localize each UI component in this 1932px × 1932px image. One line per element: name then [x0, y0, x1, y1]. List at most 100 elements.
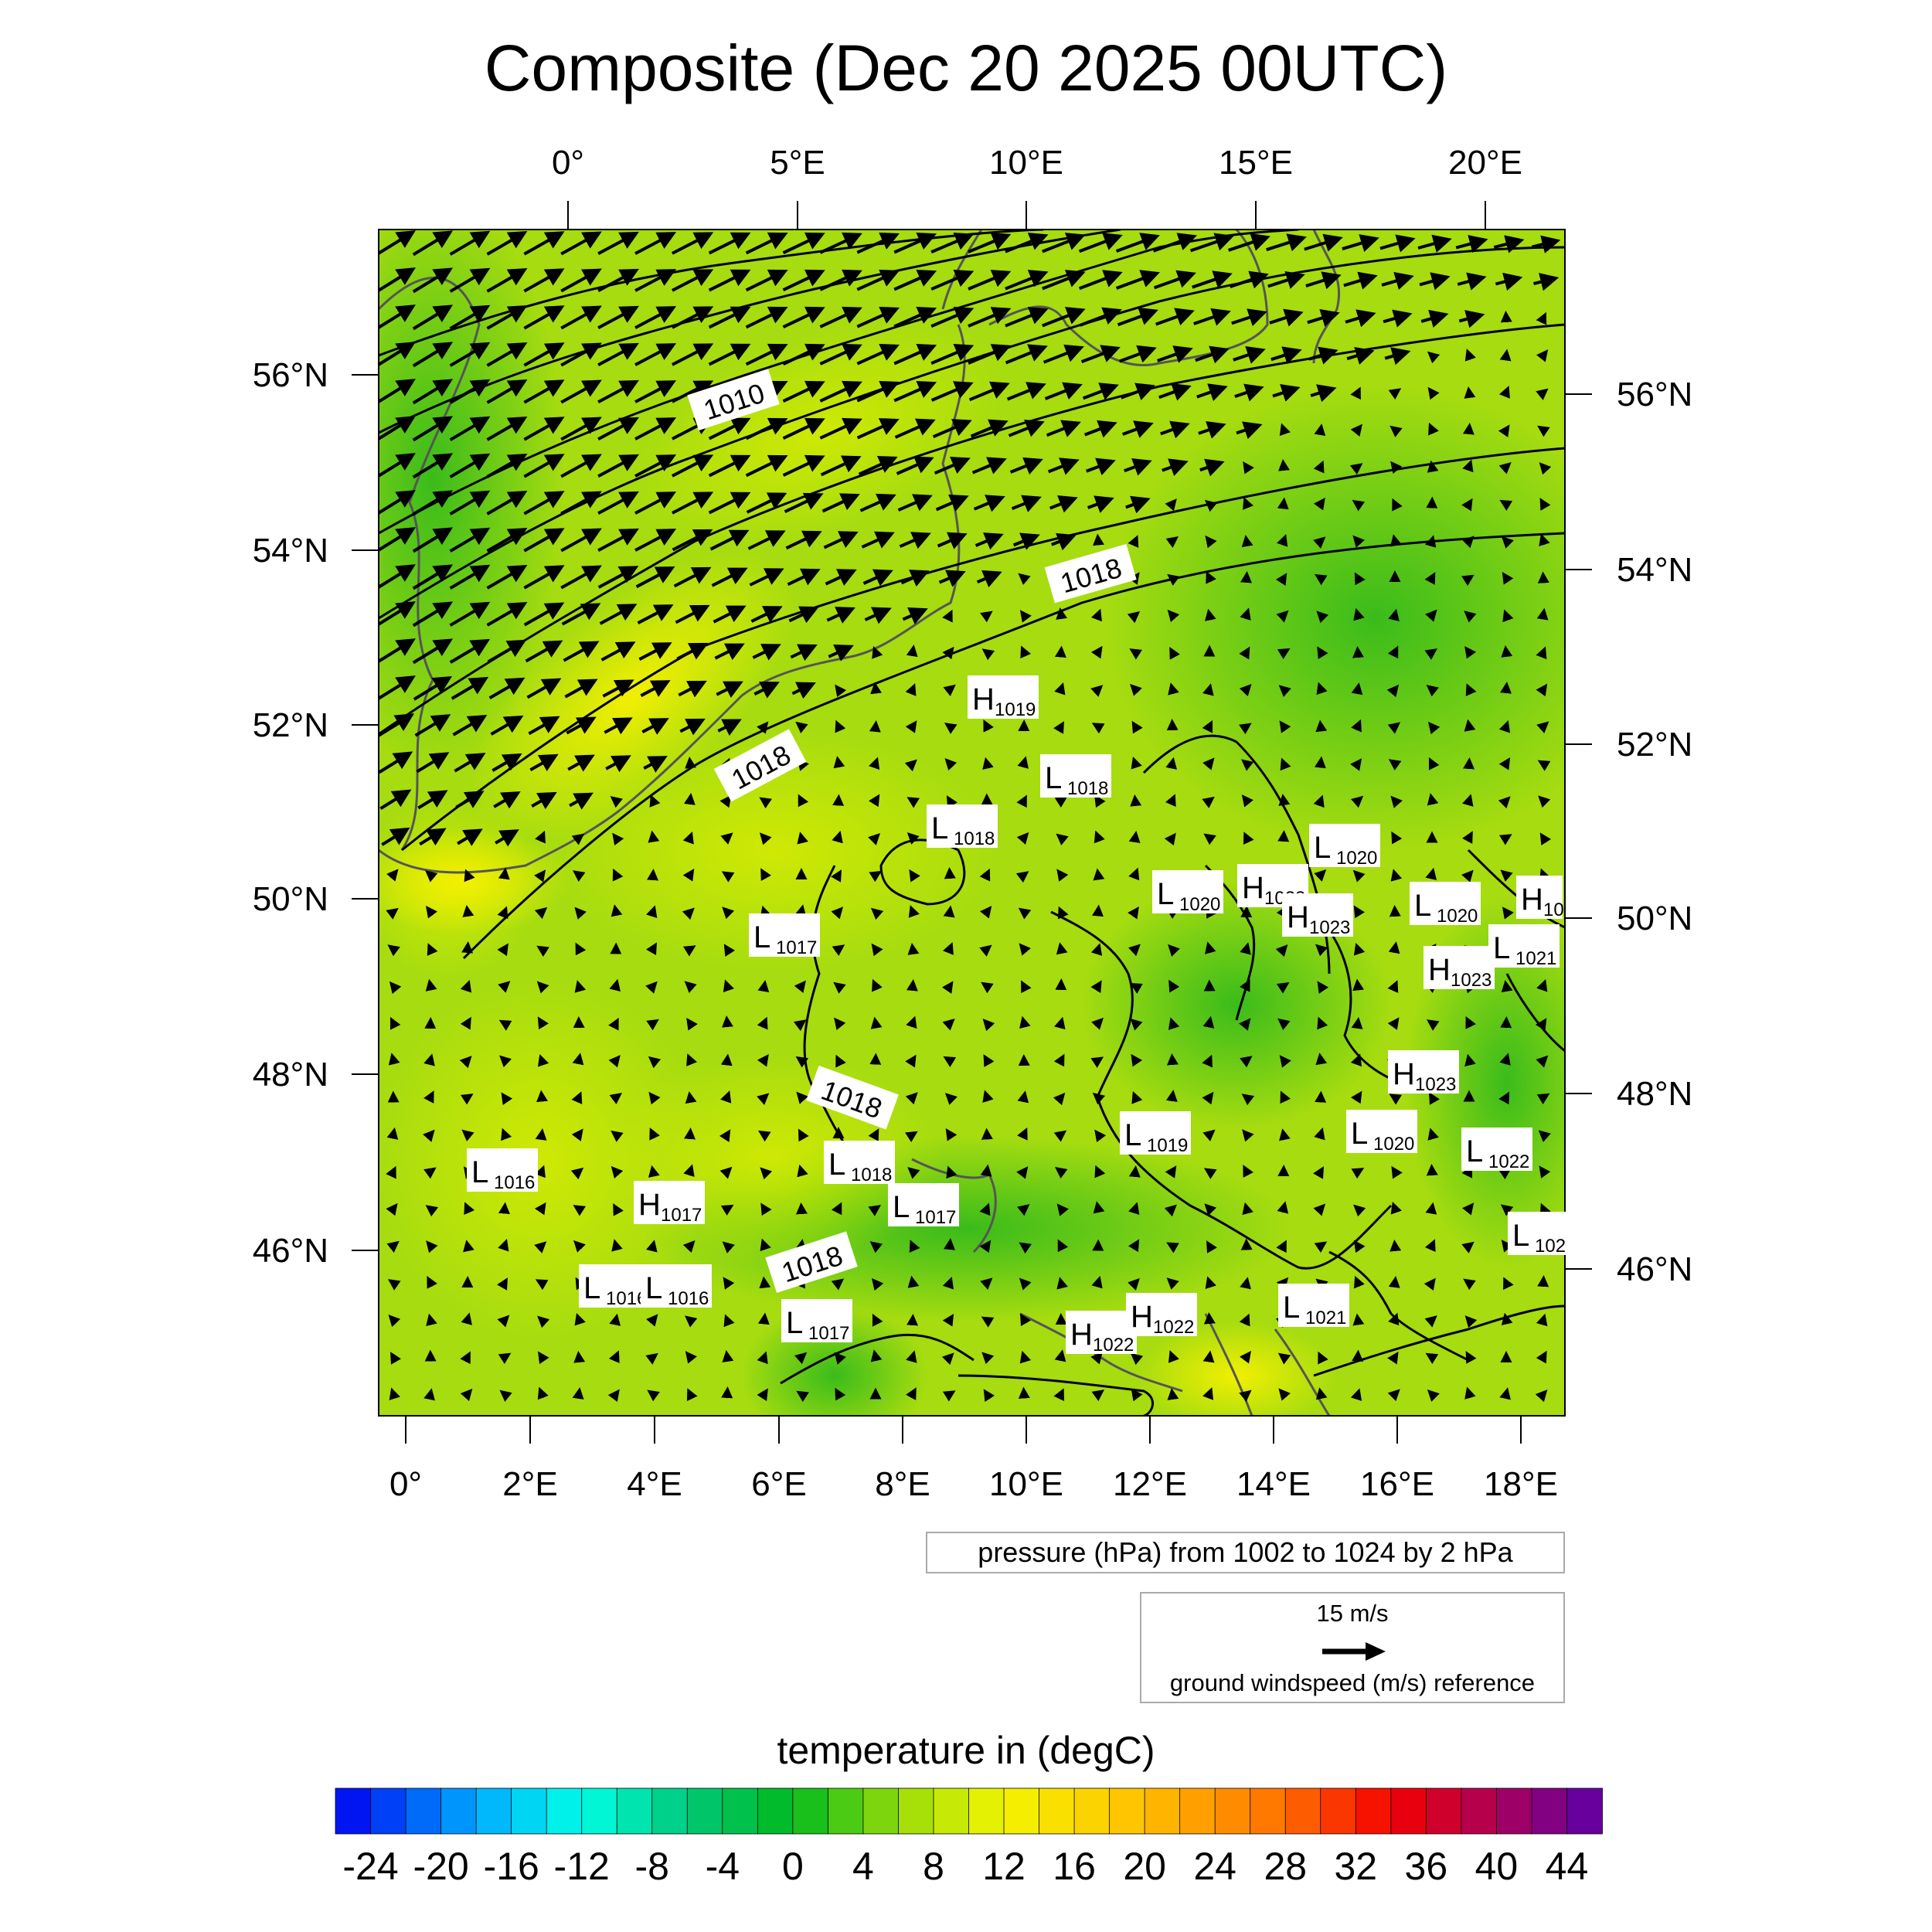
right-axis-label: 50°N	[1617, 900, 1692, 937]
wind-arrow	[497, 1315, 510, 1328]
wind-arrow	[574, 1312, 586, 1326]
wind-arrow	[1423, 1277, 1436, 1291]
colorbar-swatch	[862, 1787, 900, 1835]
colorbar-swatch	[1284, 1787, 1321, 1835]
wind-arrow	[572, 1387, 584, 1400]
wind-arrow	[449, 230, 491, 256]
svg-text:1018: 1018	[954, 828, 995, 849]
wind-arrow	[497, 943, 509, 957]
wind-arrow	[1168, 944, 1180, 957]
wind-arrow	[1314, 1241, 1328, 1253]
svg-text:1021: 1021	[1515, 948, 1556, 969]
wind-arrow	[982, 1090, 994, 1103]
wind-arrow	[1464, 1053, 1476, 1067]
wind-arrow	[417, 790, 448, 810]
wind-arrow	[1536, 646, 1547, 660]
wind-arrow	[870, 907, 884, 920]
wind-arrow	[968, 233, 1012, 253]
wind-arrow	[609, 1093, 622, 1104]
wind-arrow	[938, 570, 966, 587]
wind-arrow	[980, 906, 992, 919]
wind-arrow	[1272, 383, 1301, 402]
wind-arrow	[1275, 944, 1288, 957]
wind-arrow	[1165, 1165, 1177, 1179]
colorbar-tick-label: 44	[1545, 1845, 1589, 1888]
colorbar-tick-label: -4	[705, 1845, 740, 1888]
colorbar-swatch	[546, 1787, 583, 1835]
wind-arrow	[1155, 308, 1195, 326]
wind-arrow	[1387, 980, 1399, 993]
colorbar-swatch	[1144, 1787, 1181, 1835]
wind-arrow	[611, 1130, 624, 1142]
wind-arrow	[722, 1350, 734, 1363]
wind-arrow	[1242, 1202, 1253, 1216]
wind-arrow	[1239, 646, 1250, 660]
wind-arrow	[379, 527, 416, 553]
wind-arrow	[678, 680, 707, 698]
wind-arrow	[897, 494, 933, 512]
wind-arrow	[574, 906, 587, 920]
high-pressure-label: H 1017	[634, 1181, 705, 1226]
low-pressure-label: L 1021	[1488, 924, 1560, 969]
wind-arrow	[560, 379, 602, 404]
wind-arrow	[1240, 607, 1251, 621]
svg-text:1023: 1023	[1309, 917, 1350, 938]
wind-arrow	[1538, 1130, 1551, 1142]
wind-arrow	[1536, 1093, 1550, 1105]
wind-arrow	[1313, 794, 1325, 808]
svg-text:10: 10	[1543, 900, 1564, 920]
wind-arrow	[1195, 345, 1230, 364]
wind-arrow	[1053, 1053, 1065, 1067]
wind-arrow	[1461, 536, 1475, 549]
high-pressure-label: H 1019	[968, 675, 1039, 720]
wind-arrow	[493, 791, 521, 809]
wind-arrow	[1539, 498, 1551, 511]
wind-arrow	[462, 905, 474, 918]
wind-arrow	[1202, 1350, 1215, 1363]
wind-arrow	[449, 304, 491, 330]
wind-arrow	[797, 1164, 808, 1178]
wind-arrow	[1462, 831, 1473, 844]
wind-arrow	[944, 723, 957, 734]
wind-arrow	[944, 867, 956, 879]
wind-arrow	[387, 944, 400, 957]
wind-arrow	[1493, 235, 1525, 253]
colorbar-swatch	[1355, 1787, 1392, 1835]
wind-arrow	[1277, 534, 1288, 547]
wind-arrow	[634, 529, 677, 552]
wind-arrow	[538, 1351, 549, 1365]
wind-arrow	[1090, 1352, 1103, 1365]
wind-arrow	[501, 1128, 512, 1141]
wind-arrow	[1239, 1018, 1251, 1031]
bottom-axis-label: 8°E	[875, 1465, 930, 1503]
wind-arrow	[645, 981, 658, 994]
wind-arrow	[1080, 345, 1121, 363]
wind-arrow	[720, 1053, 733, 1066]
wind-arrow	[560, 342, 602, 367]
wind-arrow	[1275, 573, 1287, 586]
wind-arrow	[523, 417, 565, 441]
wind-arrow	[535, 1279, 549, 1291]
wind-arrow	[1536, 349, 1549, 362]
svg-text:1017: 1017	[661, 1205, 702, 1226]
wind-arrow	[976, 570, 1002, 588]
wind-arrow	[1128, 535, 1139, 548]
wind-arrow	[1276, 982, 1290, 994]
wind-arrow	[682, 869, 695, 882]
wind-arrow	[529, 753, 559, 772]
wind-arrow	[1313, 460, 1325, 474]
wind-arrow	[1078, 233, 1123, 253]
wind-arrow	[560, 268, 602, 293]
wind-arrow	[1019, 1277, 1032, 1291]
wind-arrow	[1205, 535, 1217, 549]
wind-arrow	[1387, 1017, 1400, 1030]
wind-arrow	[720, 1090, 732, 1104]
wind-arrow	[648, 1091, 661, 1105]
wind-arrow	[1388, 608, 1400, 622]
wind-arrow	[1054, 682, 1066, 696]
wind-arrow	[1426, 1019, 1440, 1031]
wind-arrow	[757, 980, 770, 993]
wind-arrow	[567, 754, 595, 772]
low-pressure-label: L 1020	[1309, 824, 1380, 869]
colorbar-swatch	[1003, 1787, 1040, 1835]
